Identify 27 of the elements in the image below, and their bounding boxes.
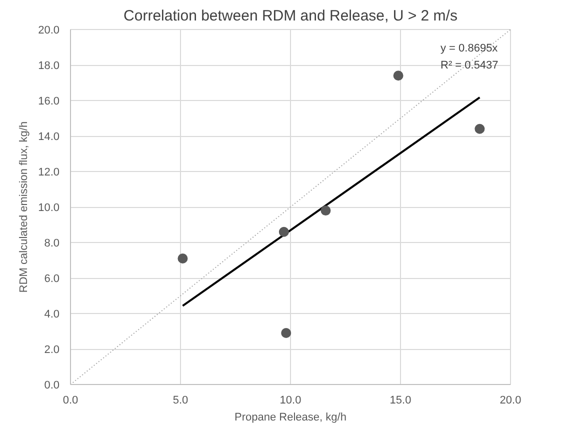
point [474, 124, 485, 134]
point [281, 328, 292, 338]
y-axis-title: RDM calculated emission flux, kg/h [18, 121, 30, 293]
y-tick-label: 18.0 [38, 60, 60, 72]
x-tick-label: 20.0 [500, 394, 522, 406]
y-tick-label: 12.0 [38, 166, 60, 178]
point [320, 206, 331, 216]
x-tick-label: 0.0 [62, 394, 78, 406]
point [393, 70, 404, 81]
y-tick-label: 2.0 [44, 344, 60, 356]
point [278, 226, 289, 237]
y-tick-label: 20.0 [38, 24, 60, 36]
x-axis-title: Propane Release, kg/h [234, 412, 346, 424]
chart-title: Correlation between RDM and Release, U > 2 m/s [124, 8, 458, 24]
y-tick-label: 16.0 [38, 96, 60, 108]
y-tick-label: 4.0 [44, 308, 60, 320]
y-tick-label: 14.0 [38, 131, 60, 143]
point [178, 253, 188, 264]
y-tick-label: 6.0 [44, 273, 60, 285]
y-tick-label: 10.0 [38, 202, 60, 214]
x-tick-label: 10.0 [280, 394, 302, 406]
annotation: R² = 0.5437 [440, 60, 498, 72]
y-tick-label: 0.0 [44, 380, 60, 392]
x-tick-label: 15.0 [390, 394, 412, 406]
annotation: y = 0.8695x [440, 42, 498, 54]
x-tick-label: 5.0 [172, 394, 188, 406]
y-tick-label: 8.0 [44, 238, 60, 250]
